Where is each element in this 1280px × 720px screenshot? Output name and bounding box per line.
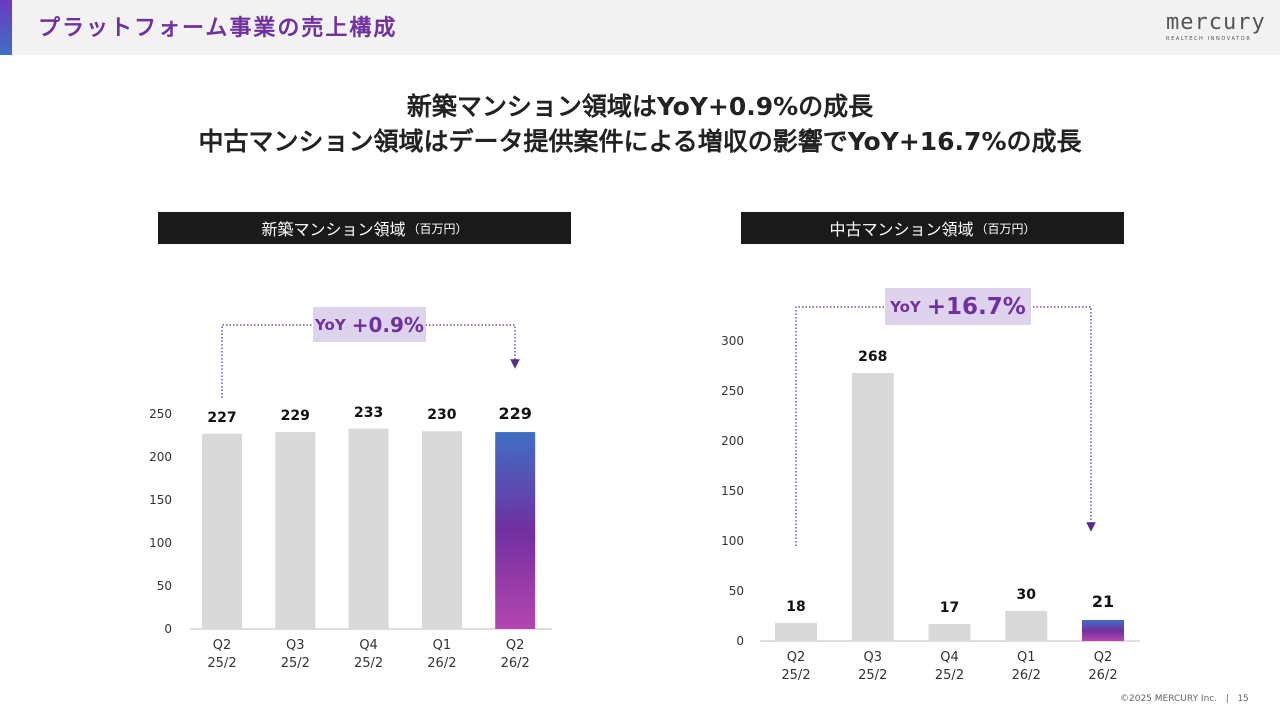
y-tick-label: 50 (728, 584, 744, 598)
y-tick-label: 250 (149, 407, 172, 421)
value-label: 233 (353, 404, 384, 421)
slide-title: プラットフォーム事業の売上構成 (38, 16, 398, 41)
x-tick-label: Q4 25/2 (353, 638, 384, 671)
chart-title-text: 新築マンション領域 (261, 220, 406, 239)
value-label: 227 (207, 409, 237, 426)
chart-unit: （百万円） (407, 221, 468, 236)
value-label: 229 (280, 408, 310, 425)
y-tick-label: 100 (149, 536, 172, 550)
y-tick-label: 200 (721, 434, 744, 448)
x-tick-label: Q4 25/2 (934, 650, 965, 683)
y-tick-label: 250 (721, 384, 744, 398)
x-tick-label: Q2 26/2 (500, 638, 530, 671)
x-tick-label: Q2 25/2 (207, 638, 237, 671)
value-label: 21 (1091, 592, 1115, 611)
bar (775, 623, 817, 641)
bar (1005, 611, 1048, 641)
header-accent (0, 0, 12, 55)
yoy-value: +0.9% (351, 312, 424, 337)
chart-unit: （百万円） (975, 221, 1036, 236)
yoy-bracket (795, 306, 1096, 546)
footer: ©2025 MERCURY Inc. | 15 (1120, 694, 1249, 704)
y-tick-label: 0 (736, 634, 744, 648)
y-tick-label: 200 (149, 450, 172, 464)
logo-tagline: REALTECH INNOVATOR (1166, 36, 1252, 42)
chart-title: 中古マンション領域 （百万円） (741, 212, 1124, 244)
x-tick-label: Q1 26/2 (1011, 650, 1041, 683)
headline: 中古マンション領域はデータ提供案件による増収の影響でYoY+16.7%の成長 (198, 127, 1082, 156)
value-label: 229 (498, 404, 532, 424)
logo: mercury (1166, 10, 1266, 35)
yoy-bracket (221, 324, 520, 398)
y-tick-label: 0 (164, 622, 172, 636)
value-label: 230 (427, 407, 457, 424)
bar (348, 428, 389, 629)
bar (928, 624, 971, 641)
y-tick-label: 100 (721, 534, 744, 548)
bar (851, 373, 894, 641)
yoy-value: +16.7% (926, 293, 1026, 320)
y-tick-label: 50 (156, 579, 172, 593)
y-tick-label: 150 (721, 484, 744, 498)
yoy-prefix: YoY (315, 315, 346, 334)
bar (495, 432, 536, 629)
x-tick-label: Q2 25/2 (781, 650, 811, 683)
copyright: ©2025 MERCURY Inc. (1120, 694, 1218, 704)
bar (1082, 620, 1124, 641)
value-label: 268 (858, 349, 888, 365)
x-tick-label: Q2 26/2 (1088, 650, 1118, 683)
header-bar (0, 0, 1280, 55)
y-tick-label: 150 (149, 493, 172, 507)
bar (275, 432, 316, 629)
chart-title-text: 中古マンション領域 (829, 220, 974, 239)
yoy-annotation: YoY +16.7% (885, 288, 1031, 325)
x-tick-label: Q3 25/2 (858, 650, 888, 683)
value-label: 18 (786, 599, 806, 615)
y-tick-label: 300 (721, 334, 744, 348)
value-label: 17 (939, 600, 960, 616)
bar (202, 433, 242, 629)
x-tick-label: Q1 26/2 (427, 638, 457, 671)
page-number: 15 (1237, 694, 1249, 704)
headline: 新築マンション領域はYoY+0.9%の成長 (406, 92, 874, 121)
chart-title: 新築マンション領域 （百万円） (158, 212, 571, 244)
yoy-annotation: YoY +0.9% (313, 307, 426, 342)
value-label: 30 (1016, 587, 1036, 603)
bar (421, 431, 462, 629)
yoy-prefix: YoY (890, 297, 921, 316)
x-tick-label: Q3 25/2 (280, 638, 310, 671)
